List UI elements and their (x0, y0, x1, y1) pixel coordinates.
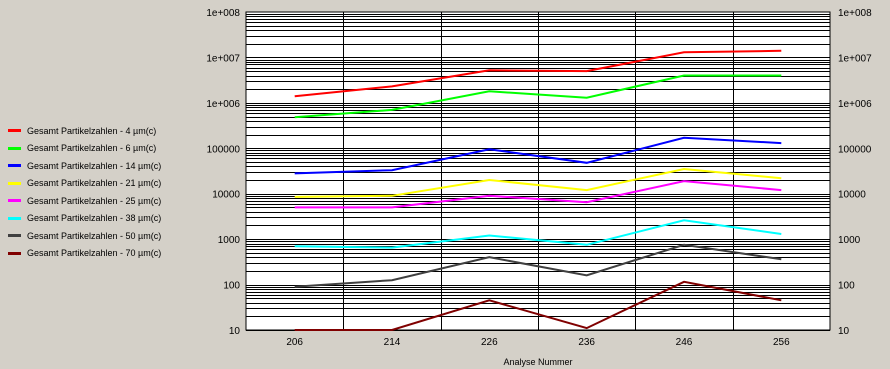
legend-swatch (8, 146, 21, 150)
legend-item: Gesamt Partikelzahlen - 50 µm(c) (8, 227, 161, 245)
x-tick-label: 256 (773, 337, 790, 348)
x-tick-label: 246 (676, 337, 693, 348)
y-tick-label-right: 100 (838, 281, 855, 292)
series-line (294, 180, 782, 209)
series-line (294, 243, 782, 288)
y-tick-label-left: 100 (223, 281, 240, 292)
legend-label: Gesamt Partikelzahlen - 6 µm(c) (27, 143, 157, 154)
y-tick-label-right: 10000 (838, 190, 866, 201)
series-line (294, 136, 782, 175)
x-tick-label: 214 (384, 337, 401, 348)
legend-label: Gesamt Partikelzahlen - 21 µm(c) (27, 178, 162, 189)
y-tick-label-left: 100000 (207, 144, 241, 155)
legend-swatch (8, 129, 21, 133)
legend-item: Gesamt Partikelzahlen - 21 µm(c) (8, 175, 161, 193)
y-tick-label-right: 10 (838, 326, 850, 337)
legend-label: Gesamt Partikelzahlen - 38 µm(c) (27, 213, 162, 224)
legend-label: Gesamt Partikelzahlen - 14 µm(c) (27, 160, 162, 171)
series-line (294, 74, 782, 119)
y-tick-label-right: 1e+007 (838, 53, 872, 64)
legend-swatch (8, 251, 21, 255)
legend-label: Gesamt Partikelzahlen - 50 µm(c) (27, 230, 162, 241)
x-axis-label: Analyse Nummer (503, 357, 572, 367)
y-tick-label-right: 100000 (838, 144, 872, 155)
x-tick-label: 226 (481, 337, 498, 348)
legend-swatch (8, 234, 21, 238)
y-tick-label-left: 10 (229, 326, 241, 337)
legend-item: Gesamt Partikelzahlen - 14 µm(c) (8, 157, 161, 175)
series-line (294, 49, 782, 98)
y-tick-label-left: 1e+007 (206, 53, 240, 64)
legend-swatch (8, 216, 21, 220)
y-tick-label-left: 1000 (218, 235, 241, 246)
legend-item: Gesamt Partikelzahlen - 25 µm(c) (8, 192, 161, 210)
legend-swatch (8, 181, 21, 185)
legend-label: Gesamt Partikelzahlen - 4 µm(c) (27, 125, 157, 136)
legend-swatch (8, 199, 21, 203)
y-tick-label-left: 10000 (212, 190, 240, 201)
legend-item: Gesamt Partikelzahlen - 6 µm(c) (8, 140, 161, 158)
legend-item: Gesamt Partikelzahlen - 4 µm(c) (8, 122, 161, 140)
x-tick-label: 206 (286, 337, 303, 348)
series-line (294, 280, 782, 331)
y-tick-label-right: 1e+008 (838, 8, 872, 19)
legend-label: Gesamt Partikelzahlen - 25 µm(c) (27, 195, 162, 206)
y-tick-label-left: 1e+008 (206, 8, 240, 19)
legend: Gesamt Partikelzahlen - 4 µm(c) Gesamt Pa… (8, 122, 161, 262)
y-tick-label-right: 1000 (838, 235, 861, 246)
legend-swatch (8, 164, 21, 168)
legend-label: Gesamt Partikelzahlen - 70 µm(c) (27, 248, 162, 259)
x-tick-label: 236 (578, 337, 595, 348)
legend-item: Gesamt Partikelzahlen - 70 µm(c) (8, 245, 161, 263)
y-tick-label-right: 1e+006 (838, 99, 872, 110)
series-line (294, 219, 782, 249)
y-tick-label-left: 1e+006 (206, 99, 240, 110)
legend-item: Gesamt Partikelzahlen - 38 µm(c) (8, 210, 161, 228)
series-line (294, 167, 782, 198)
